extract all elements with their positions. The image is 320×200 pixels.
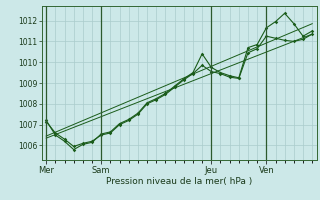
X-axis label: Pression niveau de la mer( hPa ): Pression niveau de la mer( hPa ) <box>106 177 252 186</box>
